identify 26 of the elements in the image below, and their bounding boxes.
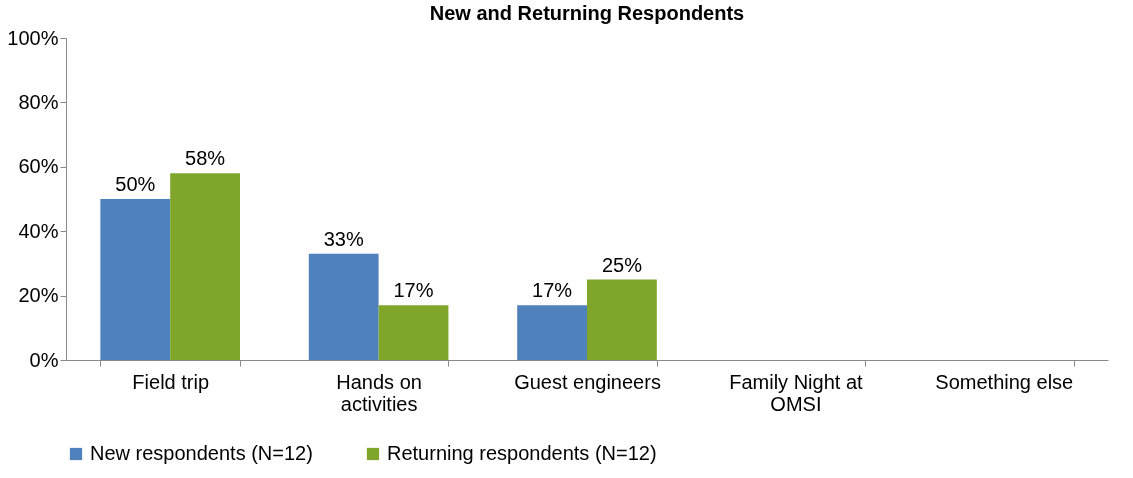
y-tick-label: 40% <box>18 219 59 242</box>
bar <box>378 305 449 360</box>
y-tick-label: 20% <box>18 284 59 307</box>
y-tick-label: 60% <box>18 155 59 178</box>
bar <box>100 199 171 360</box>
x-tick-label: Field trip <box>132 370 210 393</box>
x-tick-label: Hands on activities <box>336 370 422 415</box>
bar <box>308 253 379 360</box>
x-tick-label: Guest engineers <box>514 370 661 393</box>
bar <box>517 305 587 360</box>
legend-label: New respondents (N=12) <box>90 442 313 464</box>
y-tick-label: 0% <box>29 348 59 371</box>
x-tick-label: Family Night at OMSI <box>729 370 864 415</box>
y-tick-label: 80% <box>18 90 59 113</box>
chart-title: New and Returning Respondents <box>429 2 745 24</box>
data-label: 50% <box>115 173 156 195</box>
data-label: 33% <box>323 227 364 250</box>
x-tick-label: Something else <box>935 370 1074 393</box>
legend-label: Returning respondents (N=12) <box>387 442 657 464</box>
data-label: 25% <box>601 253 643 276</box>
bar <box>170 173 241 360</box>
bar <box>587 279 657 360</box>
data-label: 17% <box>393 279 434 302</box>
y-tick-label: 100% <box>7 26 59 49</box>
data-label: 58% <box>185 147 226 170</box>
data-label: 17% <box>532 279 573 302</box>
